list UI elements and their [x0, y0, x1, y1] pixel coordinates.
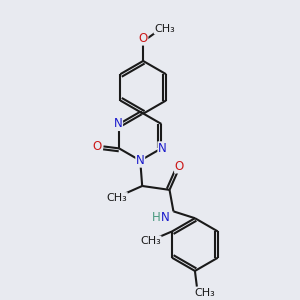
Text: O: O [139, 32, 148, 45]
Text: O: O [92, 140, 101, 153]
Text: H: H [152, 211, 160, 224]
Text: N: N [158, 142, 167, 155]
Text: N: N [114, 118, 122, 130]
Text: CH₃: CH₃ [154, 24, 175, 34]
Text: O: O [175, 160, 184, 173]
Text: N: N [161, 211, 170, 224]
Text: CH₃: CH₃ [106, 193, 127, 203]
Text: N: N [136, 154, 145, 167]
Text: CH₃: CH₃ [194, 288, 215, 298]
Text: CH₃: CH₃ [140, 236, 161, 246]
